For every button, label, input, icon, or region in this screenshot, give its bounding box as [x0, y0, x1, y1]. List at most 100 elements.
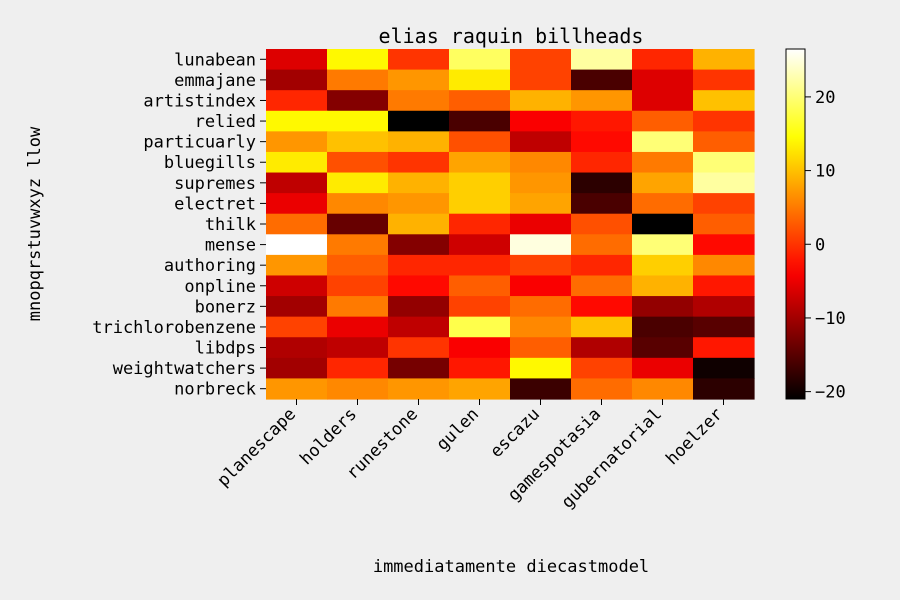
heatmap-cell	[693, 151, 755, 174]
heatmap-cell	[693, 234, 755, 256]
heatmap-cell	[693, 357, 755, 380]
heatmap-cell	[388, 110, 450, 132]
heatmap-cell	[388, 193, 450, 215]
heatmap-cell	[388, 131, 450, 153]
heatmap-cell	[693, 213, 755, 235]
heatmap-cell	[571, 213, 633, 235]
heatmap-cell	[693, 90, 755, 112]
heatmap-cell	[632, 316, 694, 338]
heatmap-cell	[327, 213, 389, 235]
y-tick-label: thilk	[205, 215, 256, 235]
heatmap-cell	[632, 193, 694, 215]
heatmap-cell	[449, 49, 511, 71]
heatmap-cell	[388, 213, 450, 235]
heatmap-cell	[388, 296, 450, 318]
heatmap-cell	[266, 49, 328, 71]
heatmap-cell	[632, 213, 694, 235]
heatmap-cell	[327, 275, 389, 297]
x-axis-title: immediatamente diecastmodel	[373, 557, 649, 577]
heatmap-cell	[510, 254, 572, 277]
heatmap-cell	[449, 337, 511, 359]
heatmap-cell	[449, 316, 511, 338]
heatmap-cell	[510, 49, 572, 71]
heatmap-cell	[266, 69, 328, 91]
colorbar-tick-label: −20	[815, 383, 846, 403]
heatmap-cell	[693, 110, 755, 132]
chart-title: elias raquin billheads	[379, 24, 644, 48]
heatmap-cell	[510, 131, 572, 153]
heatmap-cell	[449, 151, 511, 174]
heatmap-cell	[693, 296, 755, 318]
heatmap-cell	[632, 234, 694, 256]
heatmap-cell	[266, 213, 328, 235]
heatmap-cell	[510, 337, 572, 359]
heatmap-cell	[632, 49, 694, 71]
heatmap-cell	[693, 254, 755, 277]
heatmap-cell	[266, 110, 328, 132]
x-tick-label: planescape	[214, 404, 301, 491]
heatmap-cell	[571, 296, 633, 318]
heatmap-cell	[266, 337, 328, 359]
heatmap-cell	[571, 131, 633, 153]
heatmap-cell	[388, 254, 450, 277]
heatmap-cell	[510, 172, 572, 194]
heatmap-cell	[449, 357, 511, 380]
heatmap-cell	[571, 357, 633, 380]
heatmap-cell	[449, 69, 511, 91]
heatmap-cell	[388, 234, 450, 256]
x-tick-label: holders	[296, 404, 361, 469]
heatmap-cell	[388, 90, 450, 112]
x-tick-label: gulen	[433, 404, 483, 454]
heatmap-cell	[510, 234, 572, 256]
heatmap-cell	[571, 234, 633, 256]
heatmap-cell	[388, 337, 450, 359]
heatmap-cell	[571, 49, 633, 71]
heatmap-cell	[327, 357, 389, 380]
heatmap-cell	[632, 110, 694, 132]
heatmap-cell	[571, 337, 633, 359]
heatmap-cell	[632, 337, 694, 359]
heatmap-cell	[449, 254, 511, 277]
heatmap-cell	[266, 316, 328, 338]
y-tick-label: weightwatchers	[113, 359, 256, 379]
heatmap-cell	[327, 296, 389, 318]
heatmap-cell	[327, 110, 389, 132]
y-tick-label: artistindex	[143, 91, 256, 111]
heatmap-cell	[632, 275, 694, 297]
heatmap-cell	[266, 357, 328, 380]
y-tick-label: norbreck	[174, 380, 256, 400]
heatmap-cell	[693, 316, 755, 338]
colorbar-ticks: −20 −10 0 10 20	[805, 88, 846, 403]
heatmap-cell	[632, 172, 694, 194]
y-tick-label: trichlorobenzene	[92, 318, 256, 338]
y-tick-label: relied	[195, 112, 256, 132]
heatmap-cell	[632, 357, 694, 380]
heatmap-cell	[388, 172, 450, 194]
heatmap-cell	[266, 296, 328, 318]
colorbar-tick-label: 20	[815, 88, 835, 108]
heatmap-cell	[449, 213, 511, 235]
y-tick-label: supremes	[174, 174, 256, 194]
heatmap-cell	[510, 357, 572, 380]
heatmap-cell	[449, 378, 511, 400]
heatmap-cell	[266, 172, 328, 194]
y-tick-label: emmajane	[174, 71, 256, 91]
heatmap-cell	[510, 213, 572, 235]
heatmap-cell	[449, 234, 511, 256]
heatmap-cell	[632, 378, 694, 400]
heatmap-cell	[327, 151, 389, 174]
heatmap-cell	[571, 254, 633, 277]
y-axis-title: mnopqrstuvwxyz llow	[25, 126, 45, 321]
heatmap-cell	[510, 296, 572, 318]
colorbar-tick-label: −10	[815, 309, 846, 329]
heatmap-cell	[693, 378, 755, 400]
heatmap-cell	[327, 254, 389, 277]
heatmap-cell	[327, 172, 389, 194]
heatmap-cell	[510, 151, 572, 174]
heatmap-cells	[266, 49, 755, 400]
heatmap-cell	[327, 90, 389, 112]
y-tick-label: onpline	[184, 277, 256, 297]
heatmap-cell	[510, 275, 572, 297]
heatmap-cell	[571, 275, 633, 297]
